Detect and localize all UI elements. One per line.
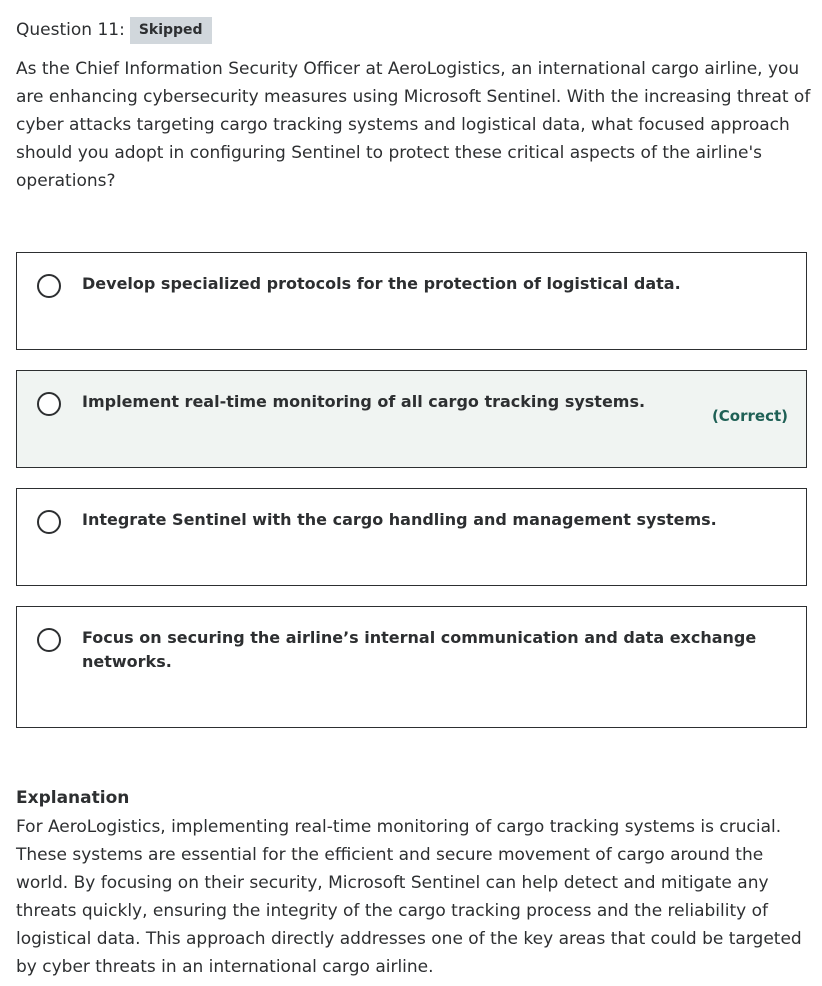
answer-option-4[interactable]: Focus on securing the airline’s internal… bbox=[16, 606, 807, 728]
explanation-text: For AeroLogistics, implementing real-tim… bbox=[16, 817, 802, 977]
question-header: Question 11: Skipped bbox=[16, 16, 212, 44]
answer-option-label: Focus on securing the airline’s internal… bbox=[82, 628, 757, 671]
correct-answer-label: (Correct) bbox=[711, 407, 788, 425]
answer-option-label: Implement real-time monitoring of all ca… bbox=[82, 392, 646, 411]
answer-option-2[interactable]: Implement real-time monitoring of all ca… bbox=[16, 370, 807, 468]
explanation-heading: Explanation bbox=[16, 788, 130, 808]
radio-button-icon[interactable] bbox=[37, 274, 61, 298]
radio-button-icon[interactable] bbox=[37, 628, 61, 652]
answer-option-1[interactable]: Develop specialized protocols for the pr… bbox=[16, 252, 807, 350]
answer-option-3[interactable]: Integrate Sentinel with the cargo handli… bbox=[16, 488, 807, 586]
question-number: Question 11: bbox=[16, 20, 125, 40]
answer-option-label: Develop specialized protocols for the pr… bbox=[82, 274, 681, 293]
question-text: As the Chief Information Security Office… bbox=[16, 59, 811, 191]
radio-button-icon[interactable] bbox=[37, 392, 61, 416]
radio-button-icon[interactable] bbox=[37, 510, 61, 534]
status-badge: Skipped bbox=[129, 16, 212, 44]
answer-option-label: Integrate Sentinel with the cargo handli… bbox=[82, 510, 717, 529]
